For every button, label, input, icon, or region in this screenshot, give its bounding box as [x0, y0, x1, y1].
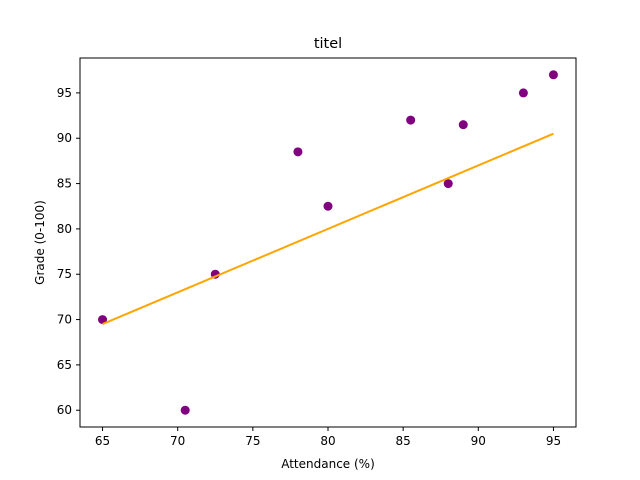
data-point	[518, 88, 528, 98]
x-tick-label: 70	[170, 434, 185, 448]
y-axis: 60 65 70 75 80 85 90 95	[57, 86, 80, 417]
data-point	[548, 70, 558, 80]
x-tick-label: 95	[546, 434, 561, 448]
data-point	[98, 315, 108, 325]
y-tick-label: 70	[57, 313, 72, 327]
y-tick-label: 75	[57, 267, 72, 281]
plot-area	[98, 70, 558, 415]
y-tick-label: 80	[57, 222, 72, 236]
data-point	[458, 120, 468, 130]
x-tick-label: 75	[245, 434, 260, 448]
data-point	[406, 115, 416, 125]
data-point	[323, 201, 333, 211]
y-tick-label: 60	[57, 403, 72, 417]
x-tick-label: 85	[396, 434, 411, 448]
y-tick-label: 95	[57, 86, 72, 100]
data-point	[443, 179, 453, 189]
data-point	[293, 147, 303, 157]
x-tick-label: 65	[95, 434, 110, 448]
x-axis-label: Attendance (%)	[281, 457, 375, 471]
y-tick-label: 65	[57, 358, 72, 372]
chart-title: titel	[314, 36, 342, 52]
y-tick-label: 85	[57, 177, 72, 191]
x-tick-label: 80	[320, 434, 335, 448]
y-axis-label: Grade (0-100)	[33, 200, 47, 285]
data-point	[180, 405, 190, 415]
x-tick-label: 90	[471, 434, 486, 448]
y-tick-label: 90	[57, 131, 72, 145]
x-axis: 65 70 75 80 85 90 95	[95, 427, 561, 448]
regression-line	[102, 132, 554, 326]
